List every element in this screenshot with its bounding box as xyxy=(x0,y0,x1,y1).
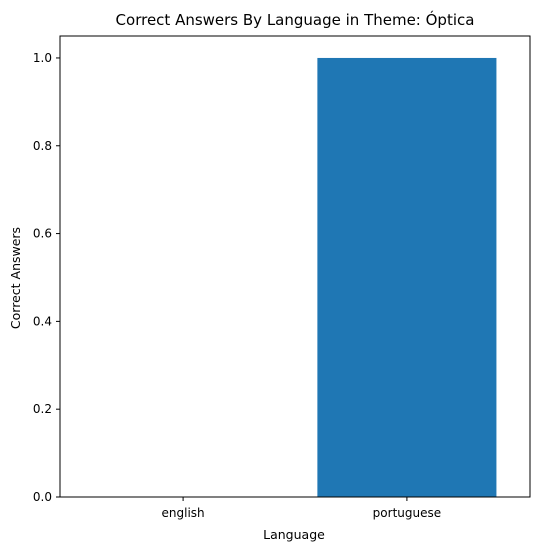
x-tick-label: portuguese xyxy=(373,506,441,520)
y-tick-label: 0.8 xyxy=(33,139,52,153)
y-tick-label: 0.6 xyxy=(33,227,52,241)
y-tick-label: 1.0 xyxy=(33,51,52,65)
x-axis-label: Language xyxy=(263,527,325,542)
y-tick-label: 0.2 xyxy=(33,402,52,416)
x-tick-label: english xyxy=(162,506,205,520)
plot-area: 0.0 0.2 0.4 0.6 0.8 1.0 english portuguese xyxy=(33,35,531,520)
axes-frame xyxy=(59,35,531,498)
y-axis-label: Correct Answers xyxy=(8,227,23,329)
chart-title: Correct Answers By Language in Theme: Óp… xyxy=(116,10,475,29)
y-tick-label: 0.4 xyxy=(33,314,52,328)
y-tick-label: 0.0 xyxy=(33,490,52,504)
bar-portuguese xyxy=(317,57,497,497)
